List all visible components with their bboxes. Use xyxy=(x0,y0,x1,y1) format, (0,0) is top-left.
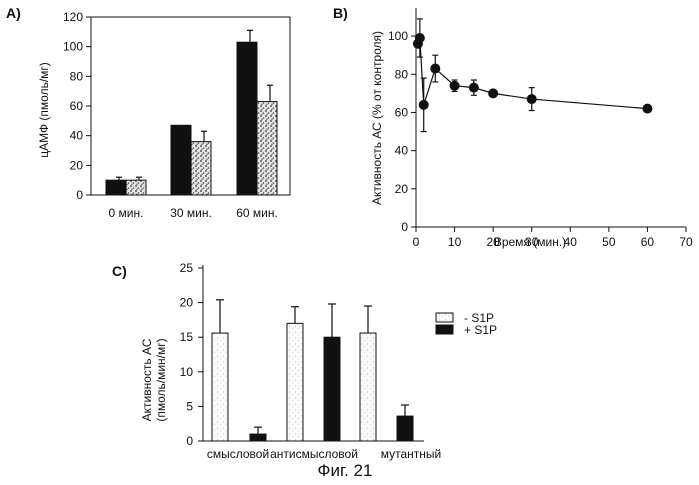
panel-c-ylabel-line2: (пмоль/мин/мг) xyxy=(154,338,168,421)
a-ytick-label-1: 20 xyxy=(70,158,84,172)
b-xtick-label-3: 30 xyxy=(525,235,539,249)
figure-canvas: A) цАМФ (пмоль/мг) 0204060801001200 мин.… xyxy=(0,0,699,485)
b-xtick-label-6: 60 xyxy=(641,235,655,249)
c-bar-4 xyxy=(360,333,376,441)
a-bar-dark-2 xyxy=(237,42,257,195)
a-bar-dark-1 xyxy=(171,125,191,195)
b-xtick-label-5: 50 xyxy=(602,235,616,249)
c-ytick-label-3: 15 xyxy=(180,330,194,344)
c-bar-3 xyxy=(324,337,340,441)
panel-c-ylabel-line1: Активность АС xyxy=(140,338,154,421)
c-bar-2 xyxy=(287,323,303,441)
c-xtick-label-2: мутантный xyxy=(381,447,442,461)
b-point-7 xyxy=(527,94,537,104)
a-xtick-label-0: 0 мин. xyxy=(109,206,144,220)
b-point-8 xyxy=(642,104,652,114)
panel-b-label: B) xyxy=(333,5,348,21)
b-ytick-label-1: 20 xyxy=(395,182,409,196)
panel-c: C) Активность АС (пмоль/мин/мг) 0 5 10 15 20… xyxy=(112,261,497,461)
b-xtick-label-0: 0 xyxy=(413,235,420,249)
legend-label-plus-s1p: + S1P xyxy=(464,323,497,337)
a-bar-dark-0 xyxy=(106,180,126,195)
a-xtick-label-2: 60 мин. xyxy=(236,206,278,220)
panel-b-ylabel: Активность АС (% от контроля) xyxy=(370,31,384,205)
b-ytick-label-4: 80 xyxy=(395,67,409,81)
a-bar-stippled-0 xyxy=(126,180,146,195)
b-xtick-label-7: 70 xyxy=(679,235,693,249)
b-point-5 xyxy=(469,83,479,93)
panel-b: B) Активность АС (% от контроля) Время (… xyxy=(333,5,693,249)
b-point-4 xyxy=(450,81,460,91)
a-bar-stippled-1 xyxy=(191,142,211,195)
panel-a-label: A) xyxy=(6,5,21,21)
b-ytick-label-5: 100 xyxy=(388,29,408,43)
c-xtick-label-0: смысловой xyxy=(207,447,269,461)
b-ytick-label-0: 0 xyxy=(401,220,408,234)
panel-a: A) цАМФ (пмоль/мг) 0 20 40 60 80 100 120 0 мин.… xyxy=(6,5,290,220)
b-xtick-label-1: 10 xyxy=(448,235,462,249)
b-xtick-label-4: 40 xyxy=(564,235,578,249)
a-ytick-label-6: 120 xyxy=(63,10,83,24)
c-bar-1 xyxy=(250,434,266,441)
legend-swatch-plus-s1p xyxy=(436,325,453,334)
b-ytick-label-3: 60 xyxy=(395,105,409,119)
c-bar-0 xyxy=(212,333,228,441)
b-point-6 xyxy=(488,88,498,98)
a-bar-stippled-2 xyxy=(257,102,277,195)
b-xtick-label-2: 20 xyxy=(486,235,500,249)
panel-a-ylabel: цАМФ (пмоль/мг) xyxy=(37,62,51,158)
b-point-2 xyxy=(419,100,429,110)
a-ytick-label-2: 40 xyxy=(70,129,84,143)
panel-c-label: C) xyxy=(112,263,127,279)
b-ytick-label-2: 40 xyxy=(395,144,409,158)
a-ytick-label-3: 60 xyxy=(70,99,84,113)
c-ytick-label-5: 25 xyxy=(180,261,194,275)
panel-c-legend: - S1P + S1P xyxy=(436,311,497,337)
a-ytick-label-5: 100 xyxy=(63,40,83,54)
a-xtick-label-1: 30 мин. xyxy=(170,206,212,220)
c-ytick-label-0: 0 xyxy=(186,434,193,448)
c-ytick-label-4: 20 xyxy=(180,296,194,310)
c-ytick-label-2: 10 xyxy=(180,365,194,379)
legend-swatch-minus-s1p xyxy=(436,313,453,322)
b-point-3 xyxy=(430,64,440,74)
a-ytick-label-4: 80 xyxy=(70,69,84,83)
c-bar-5 xyxy=(397,416,413,441)
a-ytick-label-0: 0 xyxy=(76,188,83,202)
c-xtick-label-1: антисмысловой xyxy=(270,447,358,461)
b-point-1 xyxy=(415,33,425,43)
c-ytick-label-1: 5 xyxy=(186,399,193,413)
figure-caption: Фиг. 21 xyxy=(318,461,373,480)
